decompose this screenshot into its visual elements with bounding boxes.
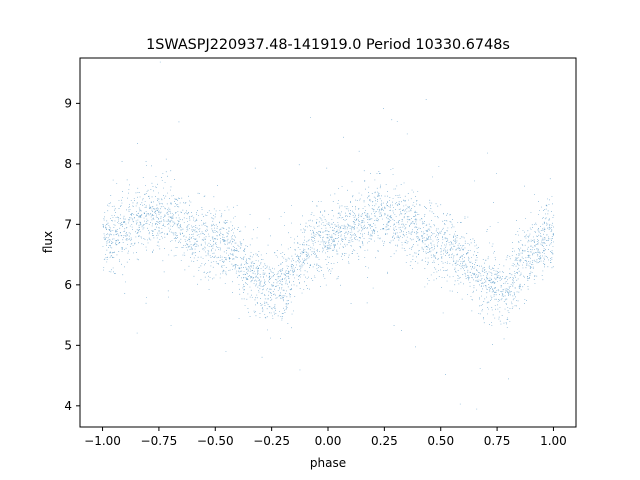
y-tick-label: 7 xyxy=(64,217,72,231)
x-tick-label: 0.50 xyxy=(427,434,454,448)
y-axis-label: flux xyxy=(41,231,55,253)
plot-frame xyxy=(79,57,577,428)
x-tick-label: 1.00 xyxy=(540,434,567,448)
x-tick-label: −0.25 xyxy=(253,434,290,448)
y-tick-label: 8 xyxy=(64,157,72,171)
x-tick-label: 0.75 xyxy=(484,434,511,448)
x-tick-label: −0.75 xyxy=(141,434,178,448)
x-tick-label: −1.00 xyxy=(84,434,121,448)
y-axis-ticks: 4 5 6 7 8 9 xyxy=(64,96,80,413)
x-axis-ticks: −1.00 −0.75 −0.50 −0.25 0.00 0.25 0.50 0.75 1.00 xyxy=(84,427,567,448)
x-tick-label: 0.00 xyxy=(315,434,342,448)
data-points xyxy=(102,61,555,410)
x-tick-label: 0.25 xyxy=(371,434,398,448)
y-tick-label: 6 xyxy=(64,278,72,292)
chart-title: 1SWASPJ220937.48-141919.0 Period 10330.6… xyxy=(146,37,510,53)
y-tick-label: 9 xyxy=(64,96,72,110)
y-tick-label: 4 xyxy=(64,399,72,413)
x-tick-label: −0.50 xyxy=(197,434,234,448)
scatter-points xyxy=(102,61,555,410)
x-axis-label: phase xyxy=(310,456,346,470)
y-tick-label: 5 xyxy=(64,338,72,352)
